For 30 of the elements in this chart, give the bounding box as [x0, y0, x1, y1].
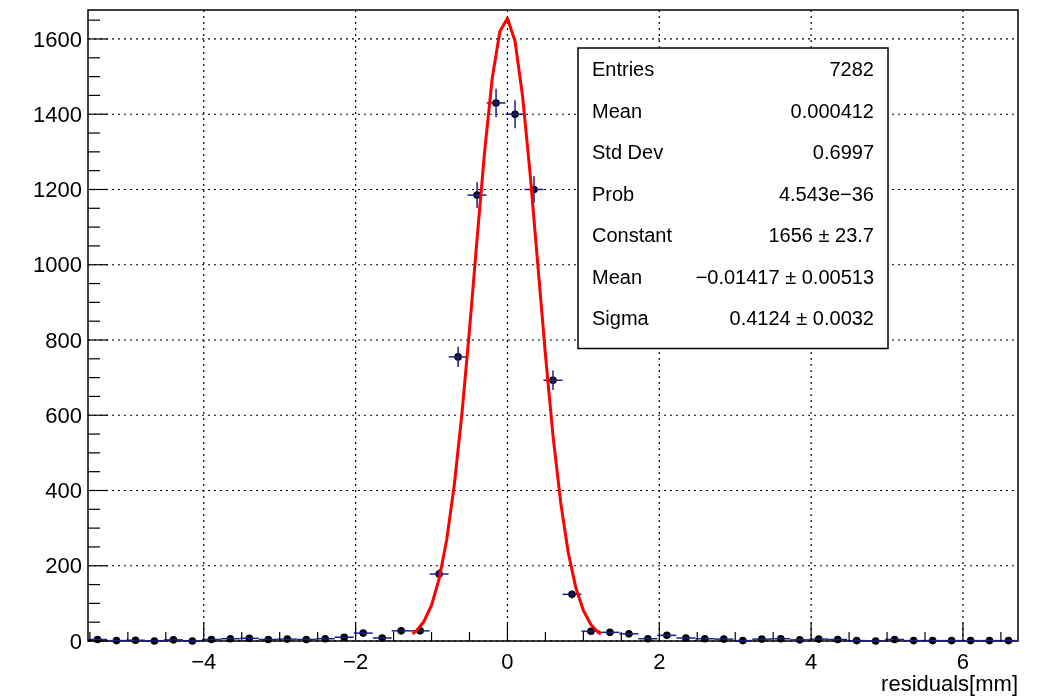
x-tick-label: 0	[501, 649, 514, 674]
annotation: Constant	[592, 224, 673, 246]
annotation: −0.01417 ± 0.00513	[695, 265, 874, 288]
y-tick-label: 0	[69, 628, 82, 654]
x-tick-label: 4	[805, 649, 818, 674]
annotation: 1656 ± 23.7	[768, 224, 874, 246]
y-tick-label: 600	[45, 402, 82, 428]
y-tick-label: 1000	[33, 252, 82, 278]
annotation: 7282	[829, 58, 874, 80]
annotation: Mean	[592, 265, 643, 288]
annotation: Prob	[592, 182, 635, 205]
y-tick-label: 1400	[33, 101, 82, 127]
y-tick-label: 200	[45, 553, 82, 579]
annotation: 0.6997	[812, 141, 874, 163]
annotation: 0.4124 ± 0.0032	[729, 307, 874, 329]
annotation: 0.000412	[790, 99, 874, 122]
x-axis-title: residuals[mm]	[881, 671, 1018, 696]
annotation: Mean	[592, 99, 643, 122]
annotation: Std Dev	[592, 141, 664, 163]
x-tick-label: 2	[653, 649, 666, 674]
y-tick-label: 1600	[33, 26, 82, 52]
y-tick-label: 1200	[33, 177, 82, 203]
annotation: 4.543e−36	[778, 182, 874, 205]
x-tick-label: 6	[956, 649, 970, 674]
x-tick-label: −4	[191, 649, 217, 674]
x-tick-label: −2	[343, 649, 369, 674]
annotation: Entries	[592, 58, 655, 80]
y-tick-label: 400	[45, 478, 82, 504]
y-tick-label: 800	[45, 327, 82, 353]
annotation: Sigma	[592, 307, 650, 329]
